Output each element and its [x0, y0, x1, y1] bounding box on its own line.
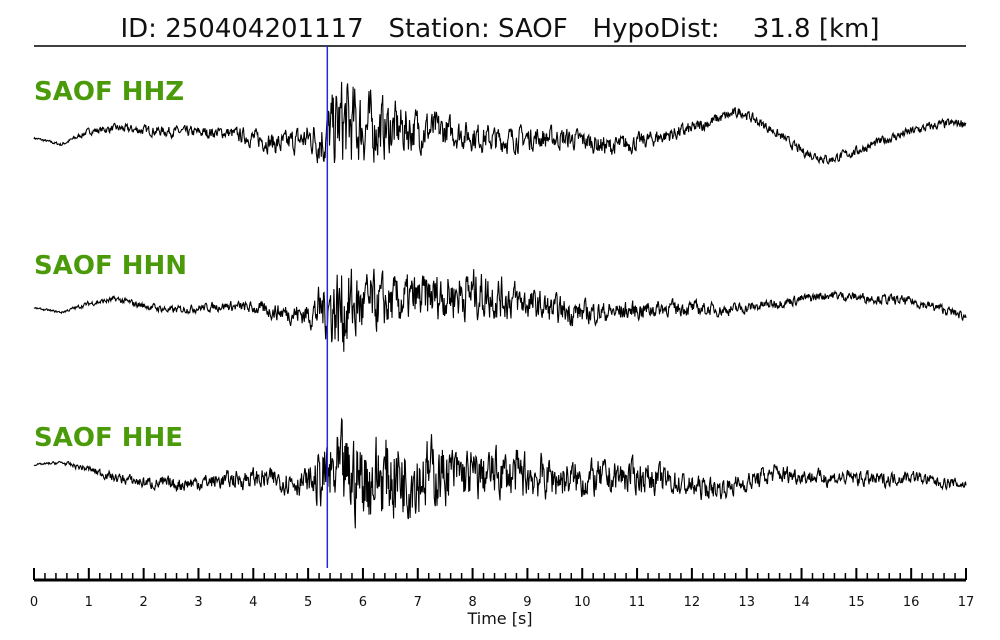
trace-hhz — [33, 81, 967, 165]
x-tick-label: 7 — [414, 595, 422, 610]
x-tick-label: 0 — [30, 595, 38, 610]
trace-hhn — [33, 268, 967, 352]
trace-label-hhe: SAOF HHE — [34, 423, 183, 453]
title-id-value: 250404201117 — [165, 14, 364, 44]
x-tick-label: 3 — [194, 595, 202, 610]
x-tick-label: 13 — [738, 595, 755, 610]
x-tick-label: 4 — [249, 595, 257, 610]
title-id-label: ID: — [120, 14, 156, 44]
trace-hhe — [33, 417, 967, 529]
title-dist-value: 31.8 [km] — [753, 14, 880, 44]
x-tick-label: 5 — [304, 595, 312, 610]
x-tick-label: 8 — [468, 595, 476, 610]
title-station-label: Station: — [389, 14, 490, 44]
x-tick-label: 17 — [958, 595, 975, 610]
trace-label-hhz: SAOF HHZ — [34, 77, 184, 107]
trace-labels-group: SAOF HHZ SAOF HHN SAOF HHE — [34, 77, 187, 453]
x-tick-label: 14 — [793, 595, 810, 610]
title-station-value: SAOF — [498, 14, 568, 44]
trace-label-hhn: SAOF HHN — [34, 251, 187, 281]
time-axis: 0 1 2 3 4 5 6 7 8 9 10 11 12 13 14 15 16 17 — [30, 568, 974, 610]
x-tick-label: 16 — [903, 595, 920, 610]
x-tick-label: 12 — [684, 595, 701, 610]
x-tick-label: 15 — [848, 595, 865, 610]
x-tick-label: 2 — [140, 595, 148, 610]
x-tick-label: 6 — [359, 595, 367, 610]
x-tick-label: 9 — [523, 595, 531, 610]
chart-title: ID: 250404201117 Station: SAOF HypoDist:… — [120, 14, 879, 44]
x-axis-label: Time [s] — [466, 609, 532, 628]
title-dist-label: HypoDist: — [593, 14, 720, 44]
traces-group — [33, 81, 967, 529]
x-tick-label: 11 — [629, 595, 646, 610]
x-tick-label: 10 — [574, 595, 591, 610]
x-tick-label: 1 — [85, 595, 93, 610]
